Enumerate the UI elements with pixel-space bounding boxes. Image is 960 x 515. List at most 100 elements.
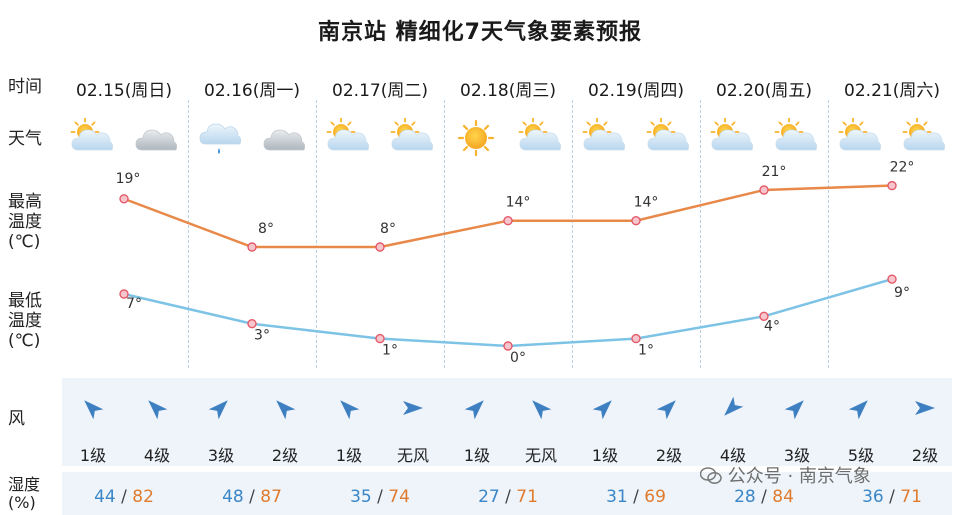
humidity-low: 36 (862, 487, 884, 507)
low-temp-point (503, 341, 513, 351)
cloudy-icon (263, 129, 306, 151)
date-header: 02.17(周二) (332, 81, 428, 101)
low-temp-label: 1° (382, 343, 398, 359)
humidity-high: 82 (132, 487, 154, 507)
row-label-humidity-line1: 湿度 (8, 475, 41, 494)
humidity-row-background (62, 472, 952, 515)
wind-direction-icon (464, 400, 484, 420)
wind-direction-icon (724, 396, 744, 416)
low-temp-point (631, 333, 641, 344)
humidity-separator: / (377, 487, 383, 507)
high-temp-point (631, 215, 641, 226)
humidity-high: 69 (644, 487, 666, 507)
low-temp-label: 1° (638, 343, 654, 359)
column-divider (572, 100, 573, 368)
humidity-separator: / (889, 487, 895, 507)
humidity-low: 48 (222, 487, 244, 507)
wind-direction-icon (915, 401, 935, 415)
wind-direction-icon (532, 400, 552, 420)
humidity-separator: / (249, 487, 255, 507)
row-label-high-line1: 最高 (8, 192, 42, 212)
low-temp-label: 7° (126, 296, 142, 312)
row-label-high-line3: (℃) (8, 232, 41, 252)
wind-level: 4级 (143, 446, 171, 465)
wind-level: 4级 (719, 446, 747, 465)
wind-direction-icon (848, 400, 868, 420)
humidity-low: 28 (734, 487, 756, 507)
high-temp-point (887, 180, 897, 191)
wind-direction-icon (276, 400, 296, 420)
column-divider (828, 100, 829, 368)
low-temp-label: 9° (894, 285, 910, 301)
low-temp-point (247, 319, 257, 329)
humidity-high: 87 (260, 487, 282, 507)
low-temp-point (119, 289, 129, 299)
row-label-high-line2: 温度 (8, 212, 42, 232)
row-label-humidity: 湿度 (%) (8, 476, 40, 512)
partly-cloudy-icon (70, 118, 114, 151)
wind-direction-icon (403, 401, 423, 415)
row-label-low-line1: 最低 (8, 291, 42, 311)
high-temp-label: 19° (116, 171, 141, 187)
date-header: 02.18(周三) (460, 81, 556, 101)
wind-direction-icon (340, 400, 360, 420)
humidity-low: 44 (94, 487, 116, 507)
humidity-low: 35 (350, 487, 372, 507)
humidity-separator: / (761, 487, 767, 507)
humidity-high: 71 (900, 487, 922, 507)
wind-level: 1级 (79, 446, 107, 465)
high-temp-label: 8° (258, 221, 274, 237)
column-divider (700, 100, 701, 368)
column-divider (188, 100, 189, 368)
wind-direction-icon (592, 400, 612, 420)
wind-level: 2级 (271, 446, 299, 465)
wind-level: 3级 (207, 446, 235, 465)
humidity-cell: 35 / 74 (316, 487, 444, 507)
humidity-separator: / (633, 487, 639, 507)
row-label-low-line2: 温度 (8, 311, 42, 331)
watermark: 公众号 · 南京气象 (699, 462, 871, 488)
wind-level: 5级 (847, 446, 875, 465)
partly-cloudy-icon (902, 118, 946, 151)
humidity-high: 71 (516, 487, 538, 507)
wind-level: 3级 (783, 446, 811, 465)
high-temp-label: 14° (506, 195, 531, 211)
row-label-humidity-line2: (%) (8, 493, 36, 512)
low-temp-point (759, 311, 769, 321)
date-header: 02.16(周一) (204, 81, 300, 101)
wind-direction-icon (784, 400, 804, 420)
wind-direction-icon (148, 400, 168, 420)
high-temp-point (375, 242, 385, 252)
high-temp-label: 21° (762, 164, 787, 180)
humidity-high: 84 (772, 487, 794, 507)
low-temp-line (123, 277, 893, 348)
date-header: 02.19(周四) (588, 81, 684, 101)
page-title: 南京站 精细化7天气象要素预报 (318, 20, 642, 45)
cloudy-icon (135, 129, 178, 151)
high-temp-point (503, 215, 513, 226)
wind-row-background (62, 378, 952, 466)
humidity-cell: 31 / 69 (572, 487, 700, 507)
row-label-low-temp: 最低 温度 (℃) (8, 291, 42, 351)
row-label-weather: 天气 (8, 129, 42, 149)
row-label-high-temp: 最高 温度 (℃) (8, 192, 42, 252)
sunny-icon (457, 119, 495, 157)
date-header: 02.15(周日) (76, 81, 172, 101)
humidity-cell: 36 / 71 (828, 487, 956, 507)
humidity-cell: 48 / 87 (188, 487, 316, 507)
wind-level: 1级 (463, 446, 491, 465)
humidity-low: 27 (478, 487, 500, 507)
wind-direction-icon (84, 400, 104, 420)
low-temp-point (887, 274, 897, 284)
row-label-low-line3: (℃) (8, 331, 41, 351)
watermark-text: 公众号 · 南京气象 (727, 466, 871, 487)
partly-cloudy-icon (518, 118, 562, 151)
high-temp-label: 8° (380, 221, 396, 237)
low-temp-point (375, 333, 385, 344)
wind-level: 1级 (335, 446, 363, 465)
wind-direction-icon (656, 400, 676, 420)
partly-cloudy-icon (646, 118, 690, 151)
wind-level: 2级 (911, 446, 939, 465)
humidity-separator: / (505, 487, 511, 507)
